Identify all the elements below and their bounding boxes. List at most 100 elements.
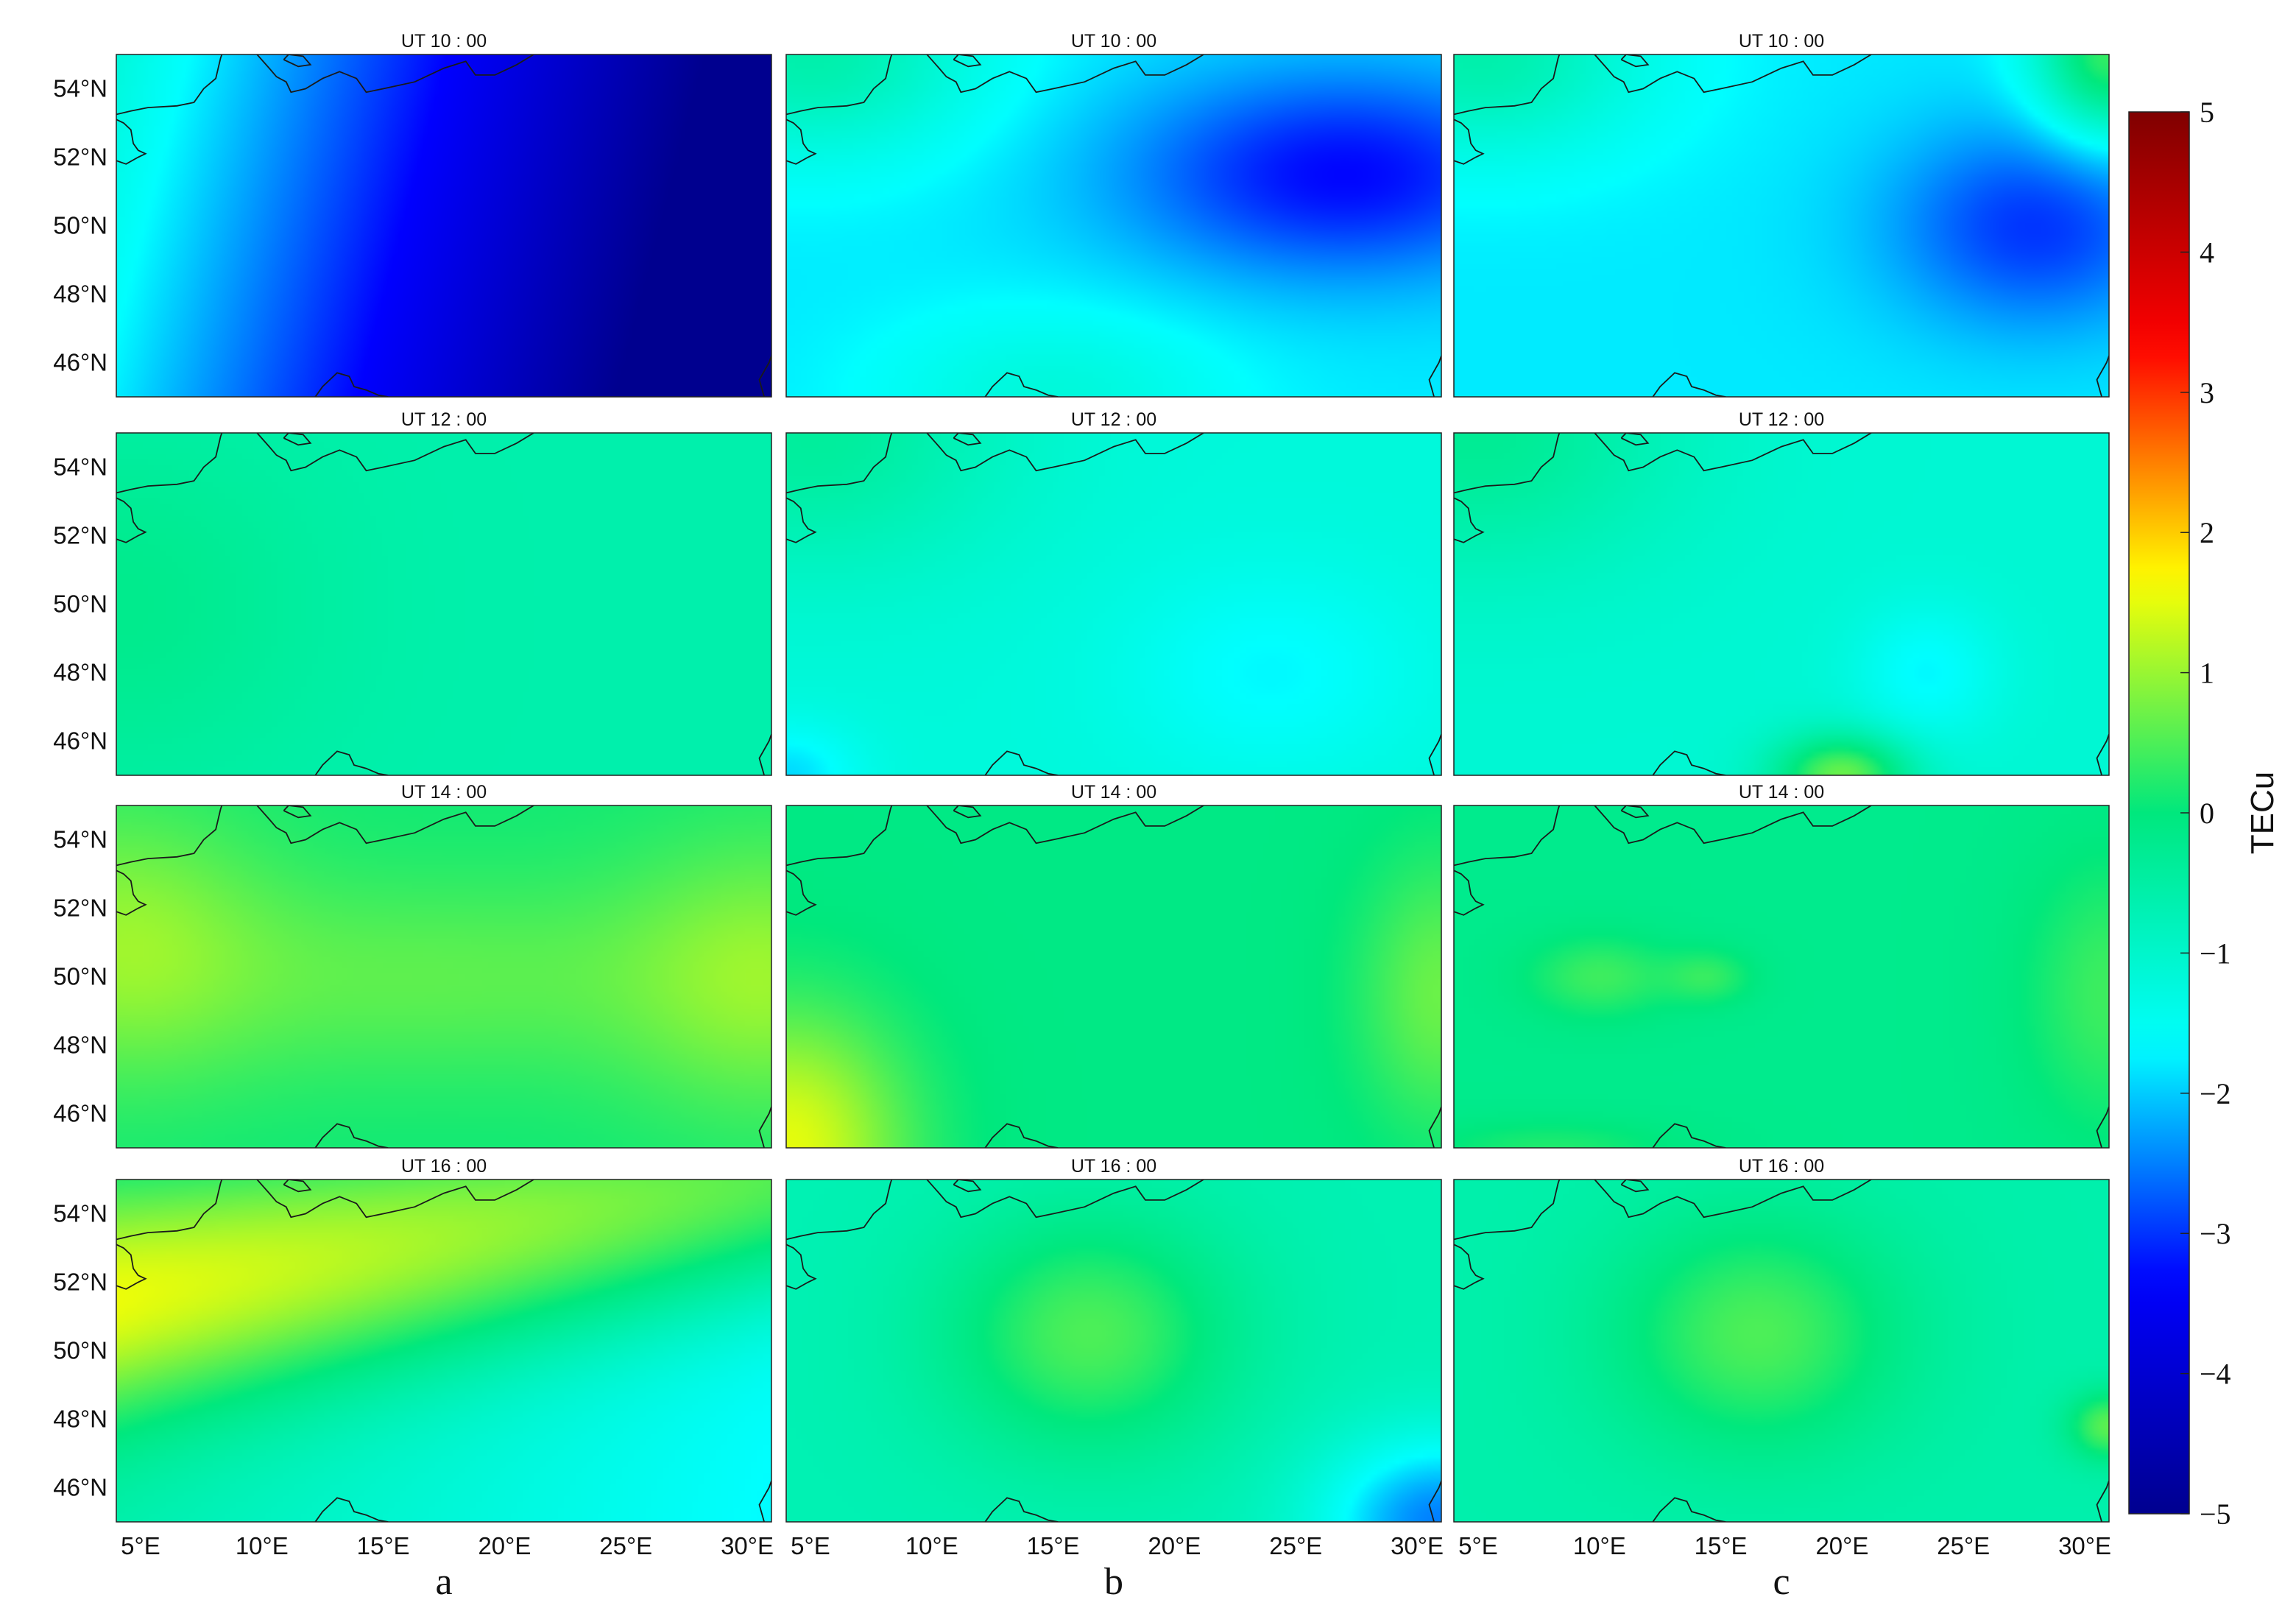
coastline-path	[256, 805, 534, 845]
coastline-path	[786, 870, 817, 916]
tec-heatmap	[786, 805, 1441, 1148]
panel-frame	[1453, 54, 2110, 398]
coastline-path	[116, 54, 223, 116]
coastline-path	[1454, 54, 1561, 116]
coastline-path	[283, 1180, 312, 1193]
colorbar-tick-label: 1	[2200, 657, 2214, 690]
panel-title: UT 16 : 00	[401, 1156, 487, 1177]
coastline-path	[256, 433, 534, 472]
coastline-path	[1428, 733, 1441, 775]
coastline-path	[2096, 1106, 2109, 1148]
coastline	[1454, 433, 2109, 775]
x-tick-label: 5°E	[791, 1532, 830, 1559]
map-panel-4-2: UT 16 : 00 5°E 10°E 15°E 20°E 25°E 30°E	[785, 1156, 1444, 1559]
x-tick-label: 5°E	[121, 1532, 160, 1559]
coastline	[116, 433, 771, 775]
coastline-path	[1428, 1106, 1441, 1148]
coastline-path	[1652, 1123, 1726, 1148]
panel-frame	[116, 1179, 772, 1523]
colorbar-tick-label: −3	[2200, 1217, 2231, 1250]
coastline-path	[1620, 1180, 1650, 1193]
panel-frame	[1453, 1179, 2110, 1523]
x-tick-label: 15°E	[1027, 1532, 1080, 1559]
coastline-path	[1652, 750, 1726, 775]
panel-frame	[116, 54, 772, 398]
coastline-path	[283, 433, 312, 446]
x-tick-label: 20°E	[1815, 1532, 1868, 1559]
coastline-path	[926, 433, 1204, 472]
y-tick-label: 50°N	[53, 1337, 107, 1364]
map-panel-3-3: UT 14 : 00	[1453, 782, 2110, 1149]
coastline-path	[953, 54, 982, 68]
coastline-path	[314, 372, 389, 397]
coastline-path	[1594, 1180, 1872, 1219]
coastline-path	[1620, 433, 1650, 446]
x-tick-label: 10°E	[236, 1532, 289, 1559]
coastline-path	[116, 119, 147, 165]
tec-heatmap	[786, 54, 1441, 397]
coastline-path	[2096, 733, 2109, 775]
coastline-path	[1652, 372, 1726, 397]
map-panel-1-1: UT 10 : 00 46°N 48°N 50°N 52°N 54°N	[53, 31, 772, 398]
colorbar-tick-label: 4	[2200, 236, 2214, 269]
y-tick-label: 52°N	[53, 895, 107, 922]
x-tick-label: 15°E	[357, 1532, 410, 1559]
coastline-path	[953, 805, 982, 819]
coastline-path	[314, 1123, 389, 1148]
coastline-path	[256, 54, 534, 94]
coastline-path	[2096, 1480, 2109, 1522]
column-label: a	[435, 1561, 452, 1603]
y-tick-label: 48°N	[53, 1032, 107, 1059]
x-tick-label: 30°E	[2058, 1532, 2111, 1559]
y-tick-label: 54°N	[53, 75, 107, 102]
map-panel-2-1: UT 12 : 00 46°N 48°N 50°N 52°N 54°N	[53, 409, 772, 776]
column-label: c	[1773, 1561, 1790, 1603]
panel-title: UT 14 : 00	[1071, 782, 1156, 803]
coastline-path	[758, 1480, 771, 1522]
coastline-path	[1620, 805, 1650, 819]
panel-frame	[1453, 805, 2110, 1149]
panel-title: UT 10 : 00	[1739, 31, 1824, 52]
coastline	[786, 1180, 1441, 1522]
coastline-path	[984, 372, 1059, 397]
coastline-path	[786, 1180, 893, 1241]
panel-frame	[116, 805, 772, 1149]
coastline-path	[984, 1123, 1059, 1148]
tec-heatmap	[1454, 805, 2109, 1148]
coastline-path	[256, 1180, 534, 1219]
coastline	[786, 54, 1441, 397]
coastline-path	[116, 433, 223, 494]
coastline	[116, 54, 771, 397]
map-panel-1-3: UT 10 : 00	[1453, 31, 2110, 398]
coastline-path	[786, 805, 893, 867]
y-tick-label: 46°N	[53, 1474, 107, 1501]
panel-frame	[785, 1179, 1442, 1523]
colorbar-tick-label: −2	[2200, 1077, 2231, 1110]
coastline-path	[1454, 433, 1561, 494]
coastline-path	[1454, 805, 1561, 867]
coastline-path	[953, 433, 982, 446]
coastline-path	[1620, 54, 1650, 68]
coastline-path	[116, 805, 223, 867]
coastline-path	[116, 870, 147, 916]
map-panel-1-2: UT 10 : 00	[785, 31, 1442, 398]
y-tick-label: 54°N	[53, 826, 107, 853]
y-tick-label: 48°N	[53, 659, 107, 686]
coastline-path	[786, 119, 817, 165]
y-tick-label: 48°N	[53, 1406, 107, 1433]
x-tick-label: 30°E	[721, 1532, 774, 1559]
coastline-path	[116, 1244, 147, 1290]
coastline-path	[116, 497, 147, 543]
tec-heatmap	[786, 1180, 1441, 1522]
coastline-path	[984, 1497, 1059, 1522]
x-tick-label: 25°E	[1269, 1532, 1322, 1559]
panel-title: UT 12 : 00	[1739, 409, 1824, 430]
panel-title: UT 10 : 00	[401, 31, 487, 52]
map-panel-3-1: UT 14 : 00 46°N 48°N 50°N 52°N 54°N	[53, 782, 772, 1149]
colorbar-tick-label: −5	[2200, 1498, 2231, 1531]
coastline-path	[314, 750, 389, 775]
y-tick-label: 50°N	[53, 963, 107, 990]
map-panel-4-1: UT 16 : 00 46°N 48°N 50°N 52°N 54°N 5°E 10°E 15°…	[53, 1156, 774, 1559]
tec-heatmap	[1454, 54, 2109, 397]
